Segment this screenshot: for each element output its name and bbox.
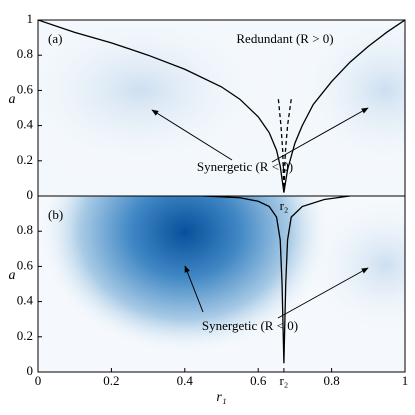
arrows — [151, 107, 369, 319]
x-tick-label: 1 — [402, 373, 409, 388]
y-tick-label: 0.6 — [17, 81, 34, 96]
y-tick-label: 0 — [27, 363, 34, 378]
y-tick-label: 0.8 — [17, 222, 33, 237]
curve — [38, 20, 405, 193]
panel-label: (a) — [48, 31, 62, 46]
y-tick-label: 0.4 — [17, 117, 34, 132]
plot-frame — [37, 195, 406, 373]
y-axis-label: a — [9, 92, 16, 107]
panel-label: (b) — [48, 207, 63, 222]
x-axis-label: r₁ — [216, 390, 226, 405]
y-tick-label: 0 — [27, 187, 34, 202]
curve — [203, 196, 351, 364]
heatmap-b — [38, 196, 405, 372]
annotation: r₂ — [280, 198, 289, 213]
y-axis-label: a — [9, 268, 16, 283]
x-tick-label: r₂ — [279, 373, 288, 388]
y-tick-label: 0.6 — [17, 257, 34, 272]
curve — [277, 99, 285, 193]
annotation: Synergetic (R < 0) — [197, 159, 293, 174]
x-tick-label: 0.2 — [103, 373, 119, 388]
y-tick-label: 0.2 — [17, 152, 33, 167]
curve — [283, 99, 292, 193]
y-tick-label: 0.4 — [17, 293, 34, 308]
y-tick-label: 0.2 — [17, 328, 33, 343]
x-tick-label: 0.8 — [323, 373, 339, 388]
annotation: Redundant (R > 0) — [236, 31, 333, 46]
x-tick-label: 0.4 — [177, 373, 194, 388]
annotation: Synergetic (R < 0) — [202, 318, 298, 333]
x-tick-label: 0.6 — [250, 373, 267, 388]
heatmap-a — [38, 20, 405, 196]
y-tick-label: 0.8 — [17, 46, 33, 61]
x-tick-label: 0 — [35, 373, 42, 388]
y-tick-label: 1 — [27, 11, 34, 26]
